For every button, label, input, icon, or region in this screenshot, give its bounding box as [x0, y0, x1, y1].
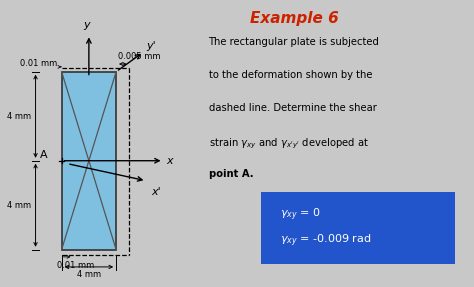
Text: $\gamma_{xy}$ = 0: $\gamma_{xy}$ = 0 — [280, 207, 320, 223]
Text: 0.01 mm: 0.01 mm — [57, 261, 94, 270]
Text: 0.005 mm: 0.005 mm — [118, 52, 161, 61]
Text: 4 mm: 4 mm — [7, 201, 31, 210]
Text: strain $\gamma_{xy}$ and $\gamma_{x'y'}$ developed at: strain $\gamma_{xy}$ and $\gamma_{x'y'}$… — [209, 136, 369, 151]
Text: Example 6: Example 6 — [249, 11, 338, 26]
Text: y: y — [83, 20, 90, 30]
Bar — [62, 72, 116, 250]
Text: $\gamma_{xy}$ = -0.009 rad: $\gamma_{xy}$ = -0.009 rad — [280, 232, 371, 249]
Text: x': x' — [151, 187, 161, 197]
FancyBboxPatch shape — [261, 192, 455, 264]
Text: y': y' — [146, 40, 155, 51]
Text: A: A — [40, 150, 47, 160]
Text: dashed line. Determine the shear: dashed line. Determine the shear — [209, 103, 376, 113]
Text: 4 mm: 4 mm — [7, 112, 31, 121]
Text: to the deformation shown by the: to the deformation shown by the — [209, 70, 372, 80]
Text: point A.: point A. — [209, 169, 253, 179]
Text: x: x — [166, 156, 173, 166]
Text: 4 mm: 4 mm — [77, 270, 101, 279]
Text: 0.01 mm: 0.01 mm — [19, 59, 57, 68]
Text: The rectangular plate is subjected: The rectangular plate is subjected — [209, 37, 379, 47]
